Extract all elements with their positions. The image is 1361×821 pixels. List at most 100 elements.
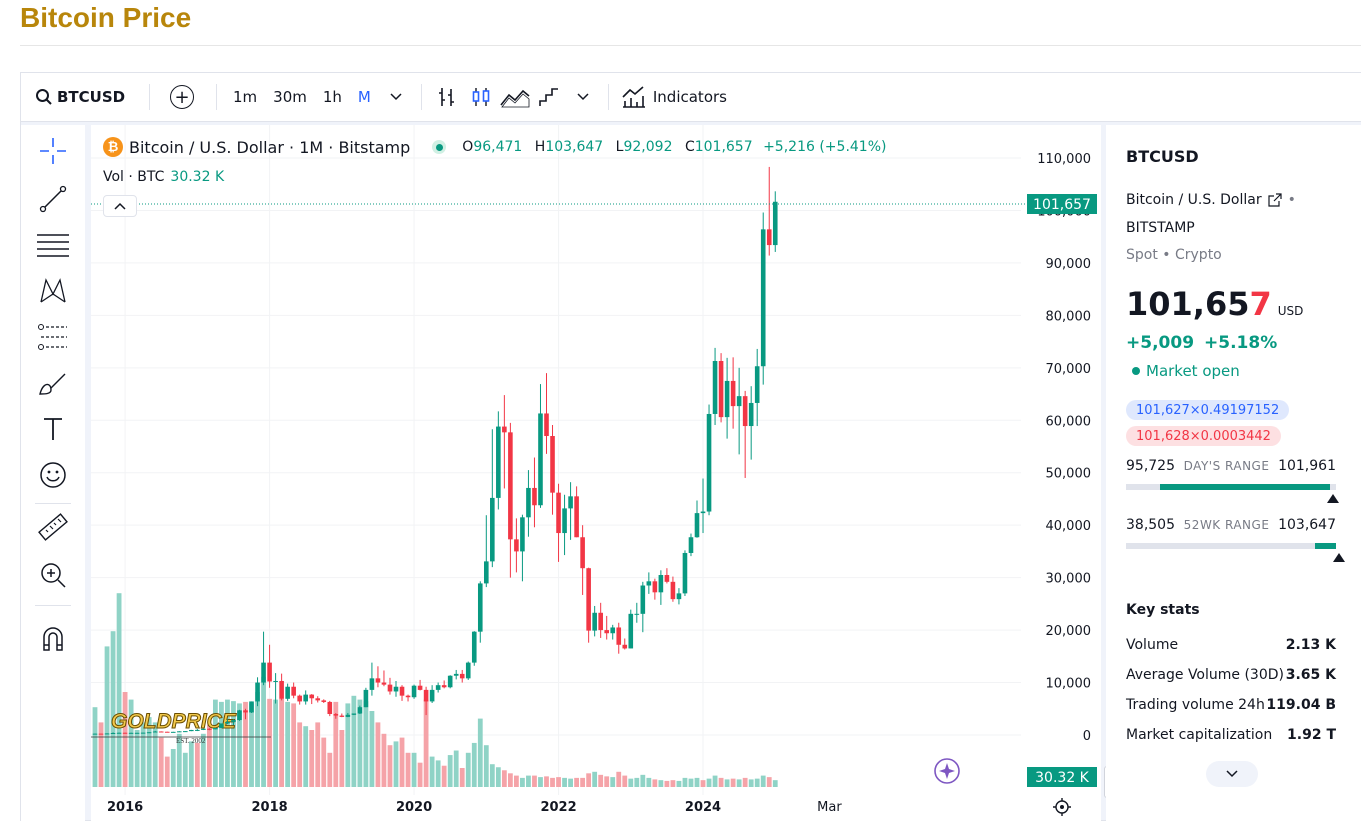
volume-bar <box>98 722 104 787</box>
area-chart-type-button[interactable] <box>498 73 532 121</box>
volume-bar <box>532 775 537 787</box>
symbol-search-button[interactable]: BTCUSD <box>21 73 141 121</box>
drawing-toolbar <box>21 125 85 821</box>
volume-bar <box>718 777 724 787</box>
candle <box>502 395 507 489</box>
emoji-tool[interactable] <box>35 457 71 493</box>
candles-chart-type-button[interactable] <box>464 73 498 121</box>
volume-bar <box>213 699 218 787</box>
search-icon <box>36 89 52 105</box>
show-more-button[interactable] <box>1206 761 1258 787</box>
market-open-dot-icon <box>432 140 447 154</box>
settings-gear-icon[interactable] <box>1053 798 1071 816</box>
volume-bar <box>688 778 694 787</box>
ai-assistant-icon[interactable] <box>934 758 960 784</box>
volume-bar <box>562 777 567 787</box>
horizontal-lines-icon <box>37 234 69 257</box>
volume-bar <box>291 703 297 787</box>
interval-30m[interactable]: 30m <box>273 88 307 106</box>
forecasting-tool[interactable] <box>35 319 71 355</box>
zoom-in-tool[interactable] <box>35 557 71 593</box>
legend-symbol-title[interactable]: Bitcoin / U.S. Dollar · 1M · Bitstamp <box>129 137 411 157</box>
details-name[interactable]: Bitcoin / U.S. Dollar <box>1126 192 1262 208</box>
ohlc-bars-icon <box>438 88 454 106</box>
brush-tool[interactable] <box>35 365 71 401</box>
chart-pane[interactable]: GOLDPRICE EST. 2002 110,000100,00090,000… <box>91 125 1101 821</box>
compare-symbol-button[interactable]: + <box>170 85 194 109</box>
candle <box>496 411 501 510</box>
open-label: O <box>462 139 474 155</box>
candle <box>134 732 140 734</box>
change-percent: +5.18% <box>1204 333 1278 353</box>
candle <box>351 713 357 716</box>
candle <box>471 631 477 666</box>
crosshair-icon <box>40 138 66 164</box>
magnet-tool[interactable] <box>35 621 71 657</box>
volume-bar <box>219 701 224 787</box>
volume-bar <box>670 780 676 787</box>
area-chart-icon <box>500 89 530 108</box>
candle <box>508 422 513 578</box>
volume-bar <box>297 722 303 787</box>
volume-bar <box>724 779 730 787</box>
chart-type-dropdown-button[interactable] <box>566 73 600 121</box>
volume-bar <box>152 722 158 787</box>
candle <box>225 719 230 724</box>
details-type: Spot • Crypto <box>1126 247 1222 263</box>
symbol-details-panel: BTCUSD Bitcoin / U.S. Dollar • BITSTAMP … <box>1106 125 1361 821</box>
price-tick-label: 60,000 <box>1046 414 1092 429</box>
brush-icon <box>39 373 66 395</box>
candle <box>682 550 688 596</box>
candle <box>700 478 706 534</box>
trend-line-icon <box>39 185 67 213</box>
candle <box>164 731 170 733</box>
collapse-legend-button[interactable] <box>103 195 137 217</box>
volume-bar <box>309 730 315 787</box>
text-tool[interactable] <box>35 411 71 447</box>
divider <box>607 84 609 110</box>
interval-month[interactable]: M <box>357 88 371 106</box>
candle <box>249 701 254 713</box>
volume-bar <box>526 775 531 787</box>
price-tick-label: 40,000 <box>1046 519 1092 534</box>
candle <box>327 700 333 717</box>
candle <box>333 712 339 719</box>
volume-bar <box>712 775 718 787</box>
volume-bar <box>140 722 146 787</box>
volume-bar <box>495 767 501 787</box>
volume-bar <box>182 752 188 787</box>
divider <box>149 84 150 110</box>
plus-icon: + <box>174 86 190 108</box>
step-chart-type-button[interactable] <box>532 73 566 121</box>
volume-bar <box>231 701 236 787</box>
volume-bar <box>682 777 688 787</box>
candle <box>628 609 634 649</box>
candle <box>772 191 778 252</box>
candle <box>297 694 302 705</box>
interval-1m[interactable]: 1m <box>233 88 258 106</box>
price-tick-label: 70,000 <box>1046 362 1092 377</box>
external-link-icon[interactable] <box>1267 193 1282 207</box>
goldprice-watermark: GOLDPRICE EST. 2002 <box>91 710 271 745</box>
interval-1h[interactable]: 1h <box>322 88 342 106</box>
measure-tool[interactable] <box>35 509 71 545</box>
volume-bar <box>736 779 742 787</box>
chevron-down-icon <box>1226 770 1238 778</box>
crosshair-tool[interactable] <box>35 133 71 169</box>
stat-label: Volume <box>1126 637 1179 653</box>
fib-retracement-tool[interactable] <box>35 227 71 263</box>
indicators-button[interactable]: Indicators <box>617 73 727 121</box>
volume-bar <box>459 768 465 787</box>
days-range: 95,725 DAY'S RANGE 101,961 <box>1126 458 1339 503</box>
pattern-tool[interactable] <box>35 273 71 309</box>
trend-line-tool[interactable] <box>35 181 71 217</box>
bars-chart-type-button[interactable] <box>430 73 464 121</box>
stat-value: 1.92 T <box>1287 727 1336 743</box>
candle <box>556 483 561 562</box>
candle <box>152 730 158 733</box>
candle <box>321 699 327 704</box>
price-chart[interactable]: GOLDPRICE EST. 2002 110,000100,00090,000… <box>91 125 1101 821</box>
interval-dropdown-button[interactable] <box>379 73 413 121</box>
candle <box>520 514 525 582</box>
volume-bar <box>200 733 206 787</box>
